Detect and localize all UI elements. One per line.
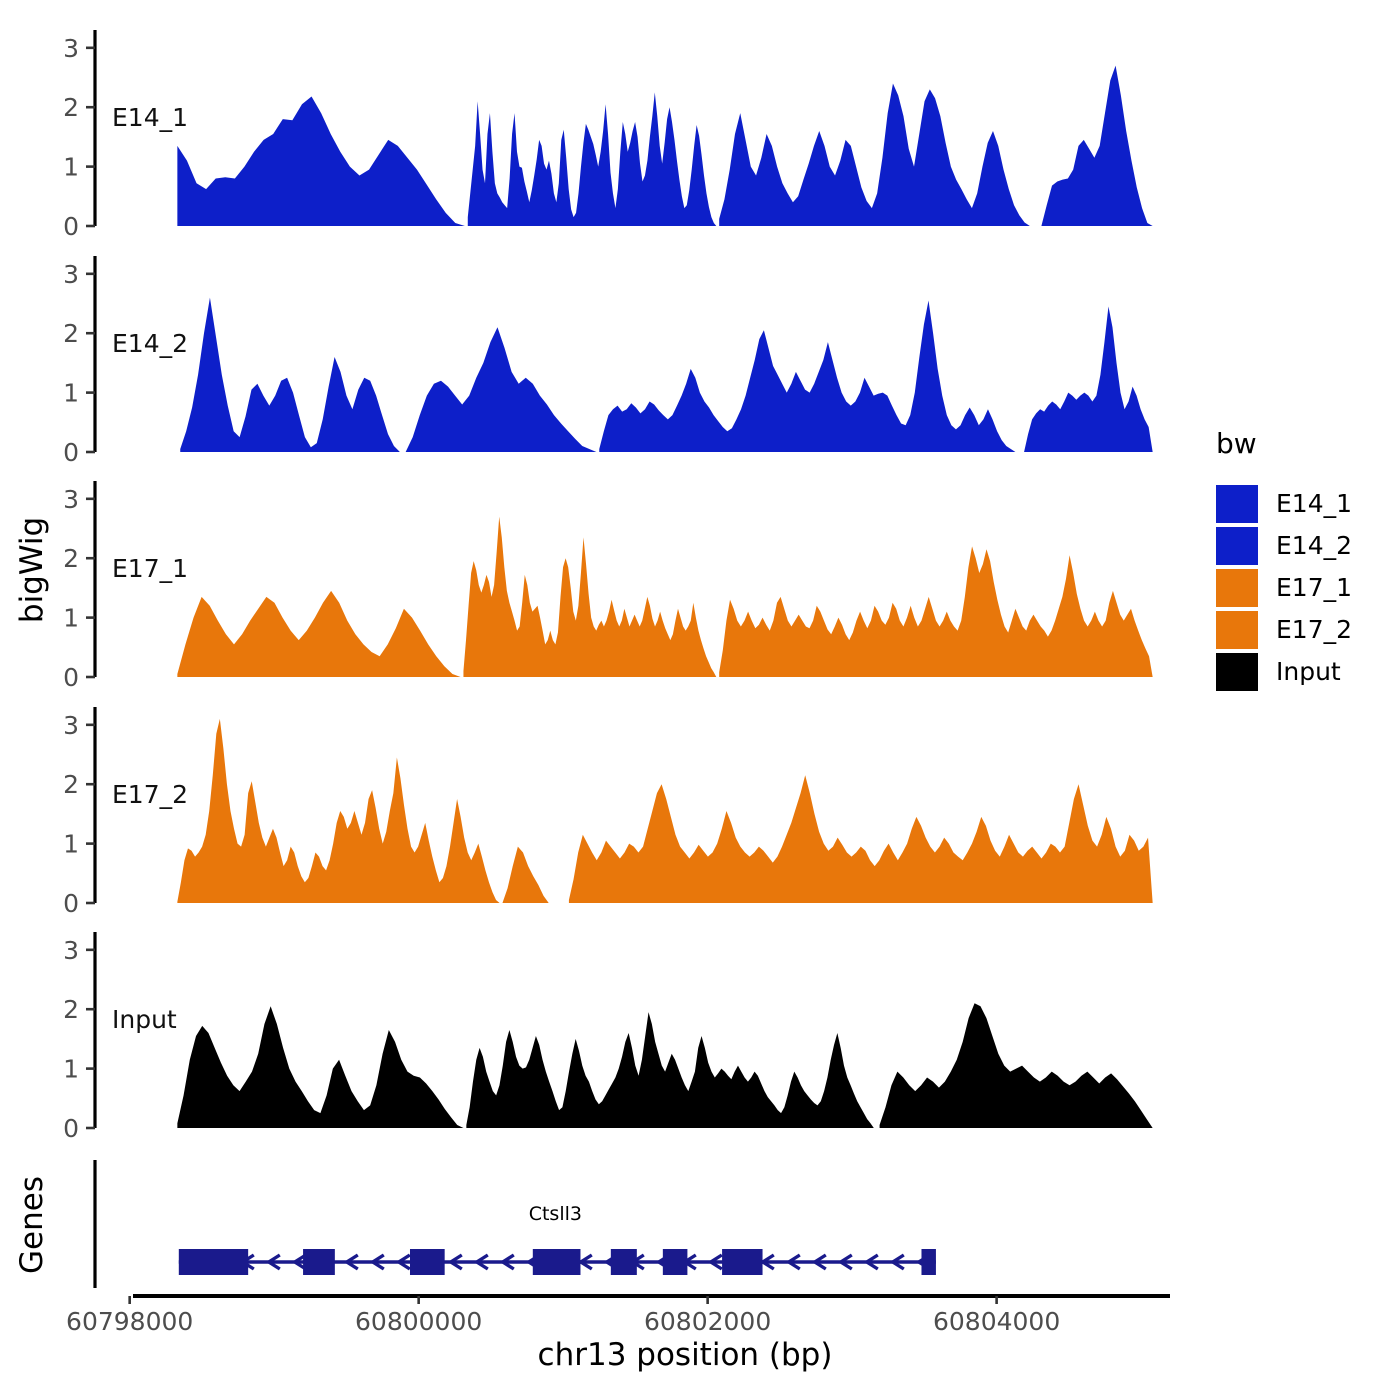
track-panel-E14_2: 0 1 2 3 E14_2 [63,256,1153,467]
signal-area-E14_1-3 [1041,65,1153,226]
gene-strand-arrow [863,1253,879,1271]
signal-area-Input-2 [879,1003,1153,1128]
legend-swatch-E17_2[interactable] [1216,611,1258,649]
x-tick-label: 60798000 [66,1307,193,1336]
gene-strand-arrow [395,1253,411,1271]
y-tick-label: 2 [63,995,79,1024]
signal-area-E14_1-2 [719,83,1030,226]
y-tick-label: 2 [63,544,79,573]
legend-label-E17_2: E17_2 [1276,615,1352,644]
track-panels: 0 1 2 3 E14_1 0 1 2 3 E14_2 0 1 2 3 E17_1 0 1 2 3 E17_2 0 1 2 3… [63,30,1153,1143]
track-label-E17_1: E17_1 [112,554,188,583]
x-axis-title: chr13 position (bp) [538,1337,833,1373]
y-tick-label: 0 [63,889,79,918]
x-tick-label: 60804000 [933,1307,1060,1336]
legend-label-E17_1: E17_1 [1276,573,1352,602]
legend-swatch-E14_2[interactable] [1216,527,1258,565]
gene-strand-arrow [265,1253,281,1271]
track-label-E14_2: E14_2 [112,329,188,358]
y-tick-label: 0 [63,212,79,241]
track-panel-E17_2: 0 1 2 3 E17_2 [63,707,1153,918]
gene-strand-arrow [577,1253,593,1271]
track-panel-E17_1: 0 1 2 3 E17_1 [63,481,1153,692]
gene-exon-0 [178,1249,249,1275]
y-tick-label: 2 [63,93,79,122]
y-tick-label: 0 [63,438,79,467]
gene-strand-arrow [499,1253,515,1271]
y-tick-label: 3 [63,711,79,740]
gene-strand-arrow [837,1253,853,1271]
x-tick-label: 60800000 [355,1307,482,1336]
signal-area-E14_2-2 [599,300,1016,452]
gene-exon-3 [532,1249,581,1275]
x-tick-label: 60802000 [644,1307,771,1336]
gene-exon-4 [610,1249,637,1275]
legend-swatch-E14_1[interactable] [1216,485,1258,523]
gene-strand-arrow [343,1253,359,1271]
y-tick-label: 0 [63,663,79,692]
legend: bw E14_1 E14_2 E17_1 E17_2 Input [1216,427,1352,691]
signal-area-E17_2-1 [502,846,549,903]
gene-exon-7 [921,1249,936,1275]
signal-area-E14_2-3 [1024,306,1153,452]
y-tick-label: 1 [63,830,79,859]
gene-strand-arrow [447,1253,463,1271]
track-label-Input: Input [112,1005,177,1034]
legend-swatch-Input[interactable] [1216,653,1258,691]
track-label-E14_1: E14_1 [112,103,188,132]
gene-strand-arrow [785,1253,801,1271]
legend-label-E14_1: E14_1 [1276,489,1352,518]
signal-area-E17_1-0 [177,590,461,677]
track-panel-Input: 0 1 2 3 Input [63,932,1153,1143]
legend-label-Input: Input [1276,657,1341,686]
y-tick-label: 1 [63,604,79,633]
genes-axis-title: Genes [14,1176,50,1274]
gene-strand-arrow [811,1253,827,1271]
legend-title: bw [1216,427,1257,460]
y-tick-label: 0 [63,1114,79,1143]
legend-swatch-E17_1[interactable] [1216,569,1258,607]
x-axis: 60798000 60800000 60802000 60804000 [66,1294,1170,1336]
signal-area-E17_1-2 [719,546,1153,677]
gene-strand-arrow [889,1253,905,1271]
y-tick-label: 3 [63,260,79,289]
y-tick-label: 3 [63,485,79,514]
y-tick-label: 1 [63,153,79,182]
gene-exon-6 [722,1249,763,1275]
gene-strand-arrow [369,1253,385,1271]
y-tick-label: 2 [63,770,79,799]
y-tick-label: 3 [63,936,79,965]
track-label-E17_2: E17_2 [112,780,188,809]
signal-area-E14_2-1 [405,327,597,452]
signal-area-E17_2-2 [568,775,1153,903]
gene-name-label: Ctsll3 [529,1203,582,1225]
gene-exon-2 [409,1249,445,1275]
signal-area-Input-1 [466,1012,874,1128]
signal-area-Input-0 [177,1006,464,1128]
gene-strand-arrow [707,1253,723,1271]
signal-area-E14_1-1 [467,92,717,226]
signal-area-E14_2-0 [180,297,400,452]
y-tick-label: 2 [63,319,79,348]
gene-strand-arrow [473,1253,489,1271]
y-tick-label: 1 [63,1055,79,1084]
signal-area-E17_2-0 [177,718,500,903]
y-tick-label: 1 [63,379,79,408]
y-tick-label: 3 [63,34,79,63]
gene-exon-5 [662,1249,688,1275]
signal-area-E14_1-0 [177,96,465,227]
legend-label-E14_2: E14_2 [1276,531,1352,560]
gene-exon-1 [303,1249,335,1275]
gene-panel: Ctsll3 [93,1160,936,1288]
gene-strand-arrow [759,1253,775,1271]
track-panel-E14_1: 0 1 2 3 E14_1 [63,30,1153,241]
gene-strand-arrow [291,1253,307,1271]
signal-area-E17_1-1 [463,516,717,677]
y-axis-title: bigWig [14,517,50,623]
